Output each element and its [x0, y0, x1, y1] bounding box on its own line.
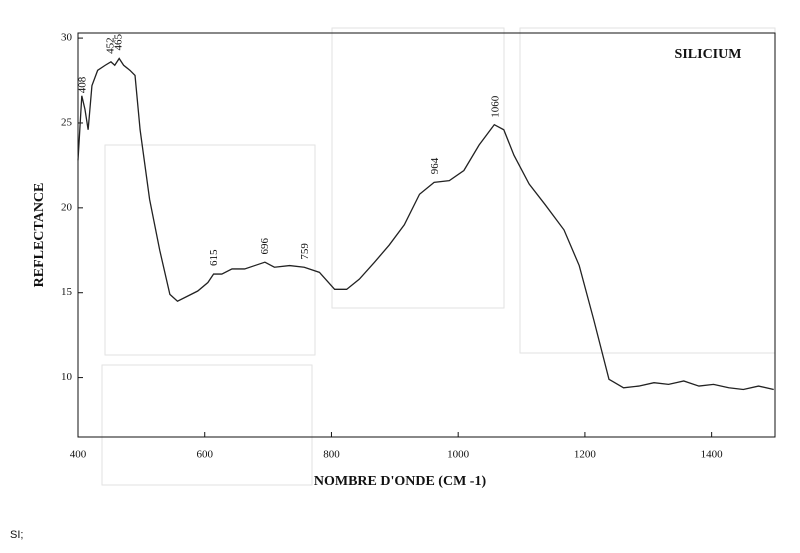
x-tick-label: 800: [323, 449, 340, 461]
peak-label: 964: [429, 157, 441, 174]
peak-label: 452: [104, 37, 116, 54]
spectrum-line: [77, 57, 774, 391]
peak-label: 615: [208, 249, 220, 266]
x-tick-label: 1400: [701, 449, 724, 461]
chart-title: SILICIUM: [675, 47, 742, 62]
y-tick-label: 10: [61, 371, 73, 383]
y-tick-label: 20: [61, 201, 73, 213]
y-tick-label: 30: [61, 32, 73, 44]
peak-label: 696: [259, 237, 271, 254]
background-form: [101, 27, 776, 486]
x-tick-label: 400: [70, 449, 87, 461]
x-tick-label: 1200: [574, 449, 597, 461]
peak-label: 759: [299, 243, 311, 260]
peak-label: 465: [113, 33, 125, 50]
plot-frame: [77, 32, 776, 438]
y-tick-label: 25: [61, 116, 73, 128]
y-tick-label: 15: [61, 286, 73, 298]
x-axis-label: NOMBRE D'ONDE (CM -1): [314, 474, 487, 489]
y-axis-label: REFLECTANCE: [32, 183, 47, 288]
peak-label: 408: [77, 76, 89, 93]
x-tick-label: 1000: [447, 449, 470, 461]
footer-text: SI;: [10, 529, 23, 541]
x-tick-label: 600: [196, 449, 213, 461]
peak-label: 1060: [490, 95, 502, 118]
